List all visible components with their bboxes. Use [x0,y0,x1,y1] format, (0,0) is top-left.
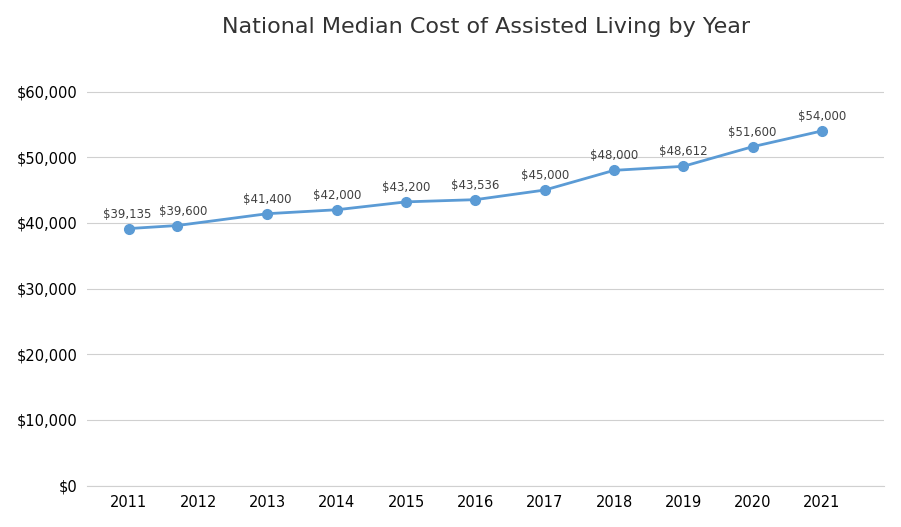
Text: $43,200: $43,200 [382,181,431,194]
Text: $43,536: $43,536 [451,179,499,192]
Text: $51,600: $51,600 [728,126,777,139]
Text: $48,612: $48,612 [659,145,707,159]
Text: $45,000: $45,000 [521,169,569,182]
Text: $54,000: $54,000 [797,110,846,123]
Text: $42,000: $42,000 [313,189,361,202]
Text: $39,135: $39,135 [104,208,151,221]
Text: $41,400: $41,400 [243,193,292,206]
Title: National Median Cost of Assisted Living by Year: National Median Cost of Assisted Living … [222,17,750,37]
Text: $39,600: $39,600 [159,204,207,218]
Text: $48,000: $48,000 [590,150,638,162]
